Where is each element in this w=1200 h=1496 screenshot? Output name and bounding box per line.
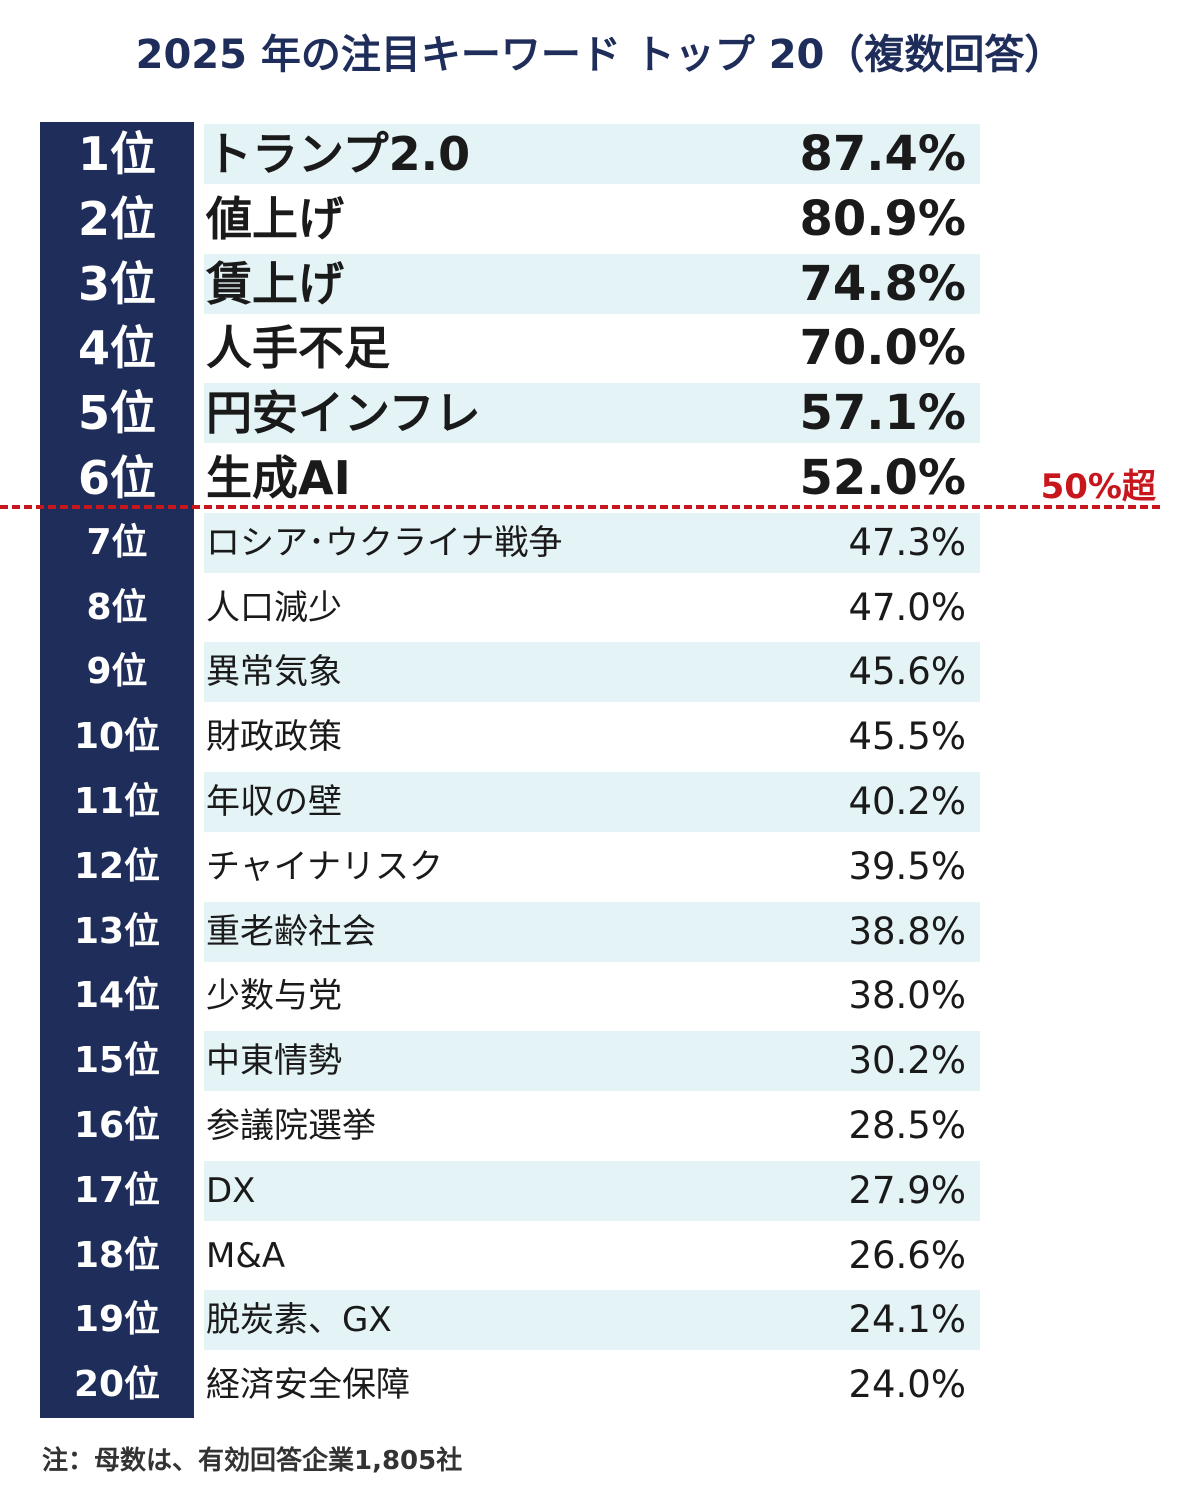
table-row: 13位 重老齢社会 38.8% xyxy=(40,900,980,965)
percentage-value: 27.9% xyxy=(848,1168,966,1212)
keyword-label: 財政政策 xyxy=(206,717,342,758)
keyword-label: 人手不足 xyxy=(206,321,390,376)
row-band xyxy=(204,642,980,703)
keyword-label: 重老齢社会 xyxy=(206,911,376,952)
table-row: 1位 トランプ2.0 87.4% xyxy=(40,122,980,187)
keyword-label: トランプ2.0 xyxy=(206,127,471,181)
table-row: 15位 中東情勢 30.2% xyxy=(40,1029,980,1094)
percentage-value: 87.4% xyxy=(799,126,966,182)
rank-label: 10位 xyxy=(73,716,161,758)
percentage-value: 45.5% xyxy=(848,715,966,759)
rank-column xyxy=(40,122,194,1418)
percentage-value: 26.6% xyxy=(848,1233,966,1277)
percentage-value: 57.1% xyxy=(799,385,966,442)
percentage-value: 39.5% xyxy=(848,844,966,888)
keyword-label: 値上げ xyxy=(206,191,344,246)
percentage-value: 24.1% xyxy=(848,1298,966,1342)
table-row: 7位 ロシア･ウクライナ戦争 47.3% xyxy=(40,511,980,576)
table-row: 3位 賃上げ 74.8% xyxy=(40,252,980,317)
percentage-value: 52.0% xyxy=(799,450,966,506)
row-band xyxy=(204,253,980,314)
percentage-value: 40.2% xyxy=(848,780,966,823)
rank-label: 15位 xyxy=(73,1040,161,1082)
table-row: 20位 経済安全保障 24.0% xyxy=(40,1353,980,1418)
rank-label: 7位 xyxy=(86,521,148,563)
keyword-label: 中東情勢 xyxy=(206,1041,342,1082)
rank-label: 8位 xyxy=(86,586,148,628)
keyword-label: 脱炭素、GX xyxy=(206,1300,392,1341)
rank-label: 14位 xyxy=(73,975,161,1017)
table-row: 19位 脱炭素、GX 24.1% xyxy=(40,1288,980,1353)
keyword-label: 生成AI xyxy=(206,451,351,505)
table-row: 2位 値上げ 80.9% xyxy=(40,187,980,252)
percentage-value: 74.8% xyxy=(799,255,966,312)
table-row: 16位 参議院選挙 28.5% xyxy=(40,1094,980,1159)
rank-label: 20位 xyxy=(73,1364,161,1406)
percentage-value: 24.0% xyxy=(848,1363,966,1407)
table-row: 5位 円安インフレ 57.1% xyxy=(40,381,980,446)
row-band xyxy=(204,901,980,962)
table-row: 14位 少数与党 38.0% xyxy=(40,964,980,1029)
rank-label: 18位 xyxy=(73,1234,161,1276)
percentage-value: 45.6% xyxy=(848,650,966,694)
row-band xyxy=(204,1031,980,1092)
percentage-value: 38.0% xyxy=(848,974,966,1018)
footnote: 注：母数は、有効回答企業1,805社 xyxy=(42,1446,463,1476)
row-band xyxy=(204,383,980,444)
percentage-value: 70.0% xyxy=(799,320,966,377)
threshold-label: 50%超 xyxy=(1040,467,1156,507)
rank-label: 4位 xyxy=(77,321,156,376)
keyword-label: 経済安全保障 xyxy=(206,1365,410,1406)
rank-label: 16位 xyxy=(73,1105,161,1146)
keyword-label: ロシア･ウクライナ戦争 xyxy=(206,522,563,563)
table-row: 18位 M&A 26.6% xyxy=(40,1224,980,1289)
keyword-label: 円安インフレ xyxy=(206,386,481,441)
table-row: 6位 生成AI 52.0% xyxy=(40,446,980,511)
threshold-line xyxy=(0,505,1160,509)
rank-label: 9位 xyxy=(86,651,148,693)
rank-label: 17位 xyxy=(73,1169,161,1211)
rank-label: 3位 xyxy=(77,256,156,311)
row-band xyxy=(204,1290,980,1351)
percentage-value: 47.3% xyxy=(848,520,966,564)
row-band xyxy=(204,124,980,184)
percentage-value: 47.0% xyxy=(848,585,966,629)
row-band xyxy=(204,512,980,573)
percentage-value: 38.8% xyxy=(848,909,966,953)
table-row: 11位 年収の壁 40.2% xyxy=(40,770,980,835)
rank-label: 11位 xyxy=(73,781,161,822)
keyword-label: 人口減少 xyxy=(206,587,342,628)
table-row: 17位 DX 27.9% xyxy=(40,1159,980,1224)
keyword-label: 異常気象 xyxy=(206,652,342,693)
rank-label: 19位 xyxy=(73,1299,161,1341)
rank-label: 1位 xyxy=(77,127,156,181)
chart-title: 2025 年の注目キーワード トップ 20（複数回答） xyxy=(135,32,1065,78)
keyword-label: M&A xyxy=(206,1235,286,1276)
row-band xyxy=(204,772,980,832)
keyword-label: 賃上げ xyxy=(206,256,344,311)
table-row: 4位 人手不足 70.0% xyxy=(40,316,980,381)
rank-label: 12位 xyxy=(73,845,161,887)
rank-label: 5位 xyxy=(77,386,156,441)
table-row: 8位 人口減少 47.0% xyxy=(40,576,980,641)
row-band xyxy=(204,1160,980,1221)
keyword-label: DX xyxy=(206,1170,256,1211)
keyword-label: チャイナリスク xyxy=(206,846,443,887)
table-row: 9位 異常気象 45.6% xyxy=(40,640,980,705)
rank-label: 2位 xyxy=(77,191,156,246)
keyword-label: 年収の壁 xyxy=(206,782,342,822)
percentage-value: 28.5% xyxy=(848,1104,966,1147)
keyword-label: 参議院選挙 xyxy=(206,1106,376,1146)
table-row: 12位 チャイナリスク 39.5% xyxy=(40,835,980,900)
keyword-label: 少数与党 xyxy=(206,976,342,1017)
table-row: 10位 財政政策 45.5% xyxy=(40,705,980,770)
percentage-value: 80.9% xyxy=(799,190,966,247)
rank-label: 13位 xyxy=(73,910,161,952)
rank-label: 6位 xyxy=(77,451,156,505)
percentage-value: 30.2% xyxy=(848,1039,966,1083)
